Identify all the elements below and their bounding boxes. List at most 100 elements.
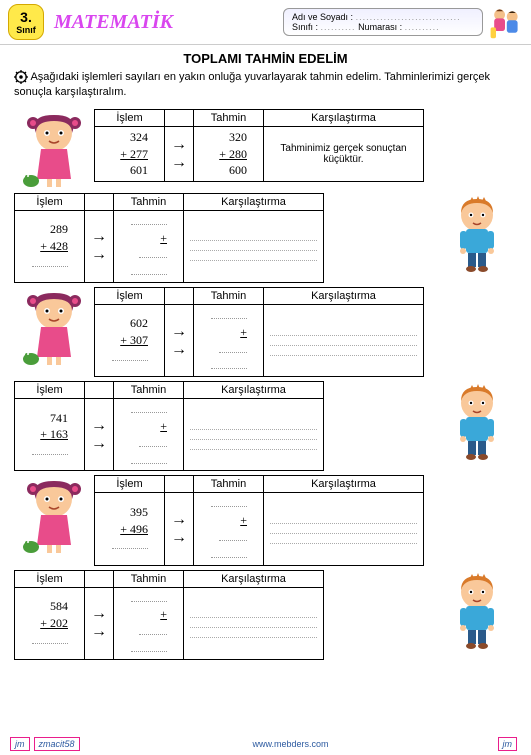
boy-character-icon <box>437 570 517 650</box>
grade-number: 3. <box>20 9 32 25</box>
grade-label: Sınıf <box>16 25 36 35</box>
tahmin-sum-blank <box>120 263 177 280</box>
example-ta: 320 <box>200 129 257 146</box>
name-dots: .............................. <box>356 12 461 22</box>
example-tahmin-cell: 320 + 280 600 <box>194 126 264 181</box>
example-table: İşlem Tahmin Karşılaştırma 324 + 277 601… <box>94 109 424 182</box>
tahmin-sum-blank <box>120 640 177 657</box>
tahmin-b-blank: + <box>120 606 177 640</box>
header-arrow-spacer <box>165 287 194 304</box>
problem-tahmin-cell: + <box>194 304 264 376</box>
problem-sum-blank <box>101 349 158 366</box>
problem-table: İşlem Tahmin Karşılaştırma 741 + 163 → →… <box>14 381 324 471</box>
problem-b: + 163 <box>21 426 78 443</box>
problem-tahmin-cell: + <box>194 493 264 565</box>
problem-table: İşlem Tahmin Karşılaştırma 584 + 202 → →… <box>14 570 324 660</box>
problem-a: 395 <box>101 504 158 521</box>
example-tb: + 280 <box>200 146 257 163</box>
boy-character-icon <box>437 193 517 273</box>
problem-tahmin-cell: + <box>114 399 184 471</box>
problem-islem-cell: 289 + 428 <box>15 210 85 282</box>
example-tsum: 600 <box>200 162 257 179</box>
problem-b: + 428 <box>21 238 78 255</box>
header-karsilastirma: Karşılaştırma <box>184 193 324 210</box>
problem-sum-blank <box>101 537 158 554</box>
instructions: Aşağıdaki işlemleri sayıları en yakın on… <box>0 70 531 101</box>
example-b: + 277 <box>101 146 158 163</box>
example-compare: Tahminimiz gerçek sonuçtan küçüktür. <box>264 126 424 181</box>
arrow-icon: → <box>91 435 107 453</box>
tahmin-sum-blank <box>120 452 177 469</box>
problem-arrow-cell: → → <box>85 210 114 282</box>
tahmin-b-blank: + <box>200 512 257 546</box>
problem-tahmin-cell: + <box>114 587 184 659</box>
problem-compare-blank <box>264 304 424 376</box>
problem-islem-cell: 395 + 496 <box>95 493 165 565</box>
tahmin-b-blank: + <box>200 324 257 358</box>
boy-character-icon <box>437 381 517 461</box>
arrow-icon: → <box>171 529 187 547</box>
header-karsilastirma: Karşılaştırma <box>264 287 424 304</box>
problem-compare-blank <box>184 399 324 471</box>
problem-row: İşlem Tahmin Karşılaştırma 395 + 496 → →… <box>0 475 531 565</box>
problem-b: + 307 <box>101 332 158 349</box>
problem-row: İşlem Tahmin Karşılaştırma 741 + 163 → →… <box>0 381 531 471</box>
tahmin-a-blank <box>120 213 177 230</box>
header-tahmin: Tahmin <box>114 382 184 399</box>
problem-islem-cell: 584 + 202 <box>15 587 85 659</box>
footer-tag3: jm <box>498 737 518 751</box>
arrow-icon: → <box>171 154 187 172</box>
tahmin-a-blank <box>200 495 257 512</box>
arrow-icon: → <box>171 136 187 154</box>
problem-sum-blank <box>21 255 78 272</box>
header-karsilastirma: Karşılaştırma <box>184 570 324 587</box>
class-label: Sınıfı : <box>292 22 318 32</box>
header-tahmin: Tahmin <box>114 193 184 210</box>
problem-table: İşlem Tahmin Karşılaştırma 602 + 307 → →… <box>94 287 424 377</box>
arrow-icon: → <box>171 511 187 529</box>
tahmin-sum-blank <box>200 546 257 563</box>
subject-title: MATEMATİK <box>54 11 283 34</box>
number-dots: .......... <box>405 22 440 32</box>
page-header: 3. Sınıf MATEMATİK Adı ve Soyadı : .....… <box>0 0 531 45</box>
header-islem: İşlem <box>15 382 85 399</box>
girl-character-icon <box>14 109 94 189</box>
problem-table: İşlem Tahmin Karşılaştırma 289 + 428 → →… <box>14 193 324 283</box>
example-a: 324 <box>101 129 158 146</box>
girl-character-icon <box>14 475 94 555</box>
tahmin-sum-blank <box>200 357 257 374</box>
arrow-icon: → <box>91 605 107 623</box>
problem-b: + 202 <box>21 615 78 632</box>
tahmin-a-blank <box>200 307 257 324</box>
header-islem: İşlem <box>15 193 85 210</box>
problem-compare-blank <box>264 493 424 565</box>
problem-table: İşlem Tahmin Karşılaştırma 395 + 496 → →… <box>94 475 424 565</box>
arrow-icon: → <box>171 341 187 359</box>
header-arrow-spacer <box>85 193 114 210</box>
header-islem: İşlem <box>15 570 85 587</box>
header-islem: İşlem <box>95 109 165 126</box>
arrow-icon: → <box>171 323 187 341</box>
problem-a: 584 <box>21 598 78 615</box>
tahmin-b-blank: + <box>120 230 177 264</box>
example-arrow-cell: → → <box>165 126 194 181</box>
name-box: Adı ve Soyadı : ........................… <box>283 8 483 36</box>
arrow-icon: → <box>91 228 107 246</box>
problem-islem-cell: 741 + 163 <box>15 399 85 471</box>
header-karsilastirma: Karşılaştırma <box>264 476 424 493</box>
header-islem: İşlem <box>95 476 165 493</box>
tahmin-a-blank <box>120 401 177 418</box>
header-tahmin: Tahmin <box>194 476 264 493</box>
header-tahmin: Tahmin <box>194 287 264 304</box>
problem-row: İşlem Tahmin Karşılaştırma 602 + 307 → →… <box>0 287 531 377</box>
tahmin-a-blank <box>120 590 177 607</box>
example-sum: 601 <box>101 162 158 179</box>
name-label: Adı ve Soyadı : <box>292 12 353 22</box>
header-karsilastirma: Karşılaştırma <box>184 382 324 399</box>
header-tahmin: Tahmin <box>194 109 264 126</box>
example-islem-cell: 324 + 277 601 <box>95 126 165 181</box>
arrow-icon: → <box>91 417 107 435</box>
problem-arrow-cell: → → <box>165 304 194 376</box>
arrow-icon: → <box>91 246 107 264</box>
header-islem: İşlem <box>95 287 165 304</box>
